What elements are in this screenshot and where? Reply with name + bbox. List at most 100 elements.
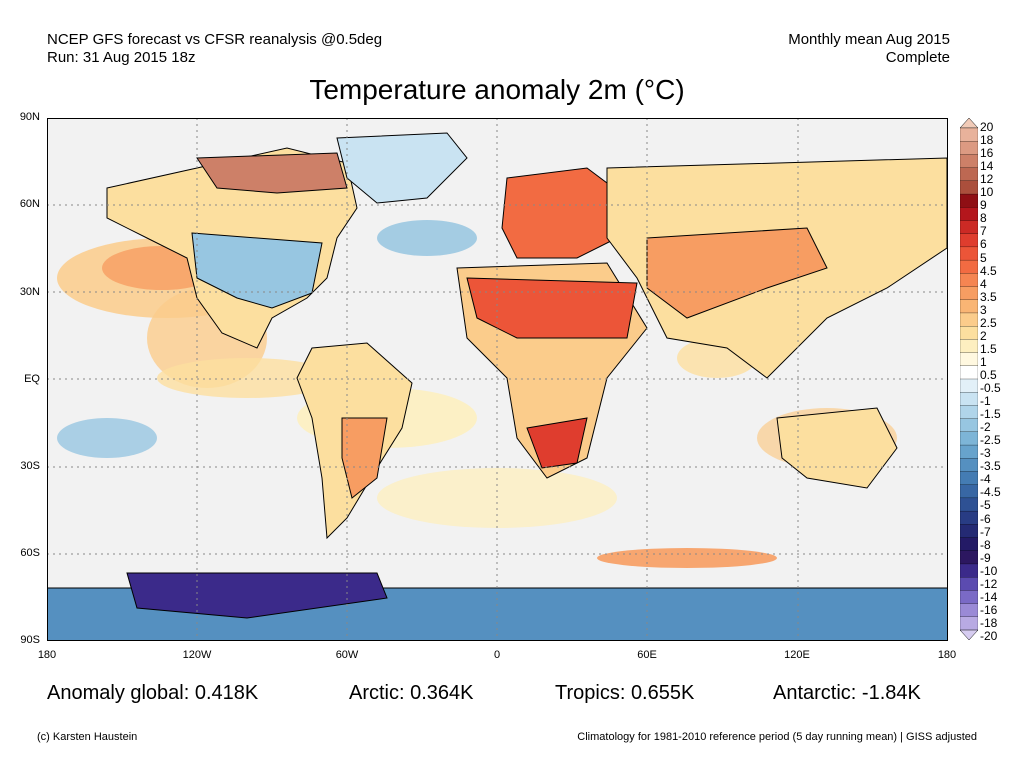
- colorbar-tick-label: -0.5: [980, 381, 1001, 395]
- climatology-note: Climatology for 1981-2010 reference peri…: [577, 731, 977, 743]
- colorbar-swatch: [960, 392, 978, 407]
- colorbar-swatch: [960, 484, 978, 499]
- colorbar-tick-label: 1.5: [980, 341, 997, 356]
- colorbar-tick-label: 2.5: [980, 315, 997, 330]
- colorbar-swatch: [960, 378, 978, 393]
- europe: [501, 167, 628, 259]
- colorbar-tick-label: -16: [980, 602, 998, 617]
- lon-label-0: 0: [493, 649, 501, 661]
- colorbar-tick-label: 4.5: [980, 263, 997, 278]
- sahara-warm: [466, 277, 638, 339]
- colorbar-tick-label: 8: [980, 211, 987, 226]
- colorbar-swatch: [960, 365, 978, 380]
- colorbar-swatch: [960, 273, 978, 288]
- colorbar-tick-label: 0.5: [980, 367, 997, 382]
- lat-label-90n: 90N: [19, 111, 40, 123]
- colorbar: [960, 118, 978, 640]
- colorbar-swatch: [960, 550, 978, 565]
- colorbar-swatch: [960, 431, 978, 446]
- colorbar-tick-label: -7: [980, 524, 991, 539]
- status-label: Complete: [885, 49, 950, 66]
- model-description: NCEP GFS forecast vs CFSR reanalysis @0.…: [47, 31, 383, 48]
- colorbar-swatch: [960, 207, 978, 222]
- colorbar-tick-label: 18: [980, 133, 994, 148]
- colorbar-tick-label: 9: [980, 198, 987, 213]
- colorbar-swatch: [960, 141, 978, 156]
- colorbar-swatch: [960, 233, 978, 248]
- colorbar-swatch: [960, 471, 978, 486]
- period-label: Monthly mean Aug 2015: [788, 31, 950, 48]
- lon-label-60w: 60W: [335, 649, 359, 661]
- lat-label-60s: 60S: [20, 547, 40, 559]
- colorbar-tick-label: -4.5: [980, 485, 1001, 500]
- colorbar-tick-label: -4: [980, 472, 991, 487]
- colorbar-swatch: [960, 259, 978, 274]
- run-time: Run: 31 Aug 2015 18z: [47, 49, 196, 66]
- anomaly-antarctic: Antarctic: -1.84K: [773, 682, 921, 704]
- anomaly-arctic: Arctic: 0.364K: [349, 682, 474, 704]
- colorbar-swatch: [960, 154, 978, 169]
- colorbar-tick-label: 3: [980, 302, 987, 317]
- colorbar-tick-label: -1: [980, 394, 991, 409]
- lon-label-180e: 180: [937, 649, 957, 661]
- copyright: (c) Karsten Haustein: [37, 731, 138, 743]
- colorbar-tick-label: -3: [980, 446, 991, 461]
- colorbar-swatch: [960, 167, 978, 182]
- colorbar-tick-label: 10: [980, 185, 994, 200]
- colorbar-tick-label: 4: [980, 276, 987, 291]
- colorbar-tick-label: -2: [980, 420, 991, 435]
- colorbar-tick-label: 6: [980, 237, 987, 252]
- colorbar-swatch: [960, 418, 978, 433]
- lat-label-60n: 60N: [19, 198, 40, 210]
- colorbar-swatch: [960, 220, 978, 235]
- lat-label-90s: 90S: [20, 634, 40, 646]
- colorbar-tick-label: -9: [980, 550, 991, 565]
- colorbar-tick-label: 5: [980, 250, 987, 265]
- colorbar-swatch: [960, 497, 978, 512]
- anomaly-tropics: Tropics: 0.655K: [555, 682, 695, 704]
- colorbar-tick-label: -12: [980, 576, 998, 591]
- colorbar-tick-label: 3.5: [980, 289, 997, 304]
- lat-label-eq: EQ: [24, 373, 40, 385]
- land-masses: [47, 132, 948, 641]
- colorbar-tick-label: -1.5: [980, 407, 1001, 422]
- colorbar-swatch: [960, 563, 978, 578]
- colorbar-tick-label: -6: [980, 511, 991, 526]
- colorbar-swatch: [960, 339, 978, 354]
- south-america-warm: [341, 417, 388, 499]
- colorbar-swatch: [960, 246, 978, 261]
- colorbar-swatch: [960, 603, 978, 618]
- colorbar-swatch: [960, 590, 978, 605]
- colorbar-tick-label: 16: [980, 146, 994, 161]
- colorbar-swatch: [960, 286, 978, 301]
- colorbar-tick-label: 2: [980, 328, 987, 343]
- colorbar-swatch: [960, 444, 978, 459]
- colorbar-tick-label: 20: [980, 120, 994, 134]
- colorbar-swatch: [960, 180, 978, 195]
- map-frame: [47, 118, 948, 641]
- colorbar-swatch: [960, 537, 978, 552]
- colorbar-tick-label: 7: [980, 224, 987, 239]
- lon-label-180w: 180: [37, 649, 57, 661]
- colorbar-swatch: [960, 458, 978, 473]
- colorbar-tick-label: -10: [980, 563, 998, 578]
- colorbar-swatch: [960, 127, 978, 142]
- map-title: Temperature anomaly 2m (°C): [309, 74, 685, 105]
- southern-africa-warm: [526, 417, 588, 469]
- colorbar-swatch: [960, 352, 978, 367]
- lat-label-30n: 30N: [19, 286, 40, 298]
- lon-label-120w: 120W: [182, 649, 212, 661]
- anomaly-map: [47, 118, 948, 641]
- australia: [776, 407, 898, 489]
- colorbar-tick-label: -20: [980, 628, 998, 643]
- colorbar-swatch: [960, 326, 978, 341]
- map-canvas: [47, 118, 948, 641]
- colorbar-max-arrow: [960, 118, 978, 129]
- colorbar-swatch: [960, 312, 978, 327]
- colorbar-swatch: [960, 524, 978, 539]
- anomaly-global: Anomaly global: 0.418K: [47, 682, 259, 704]
- colorbar-tick-label: -5: [980, 498, 991, 513]
- canada-arctic: [196, 152, 348, 194]
- lon-label-120e: 120E: [784, 649, 810, 661]
- colorbar-tick-label: 14: [980, 159, 994, 174]
